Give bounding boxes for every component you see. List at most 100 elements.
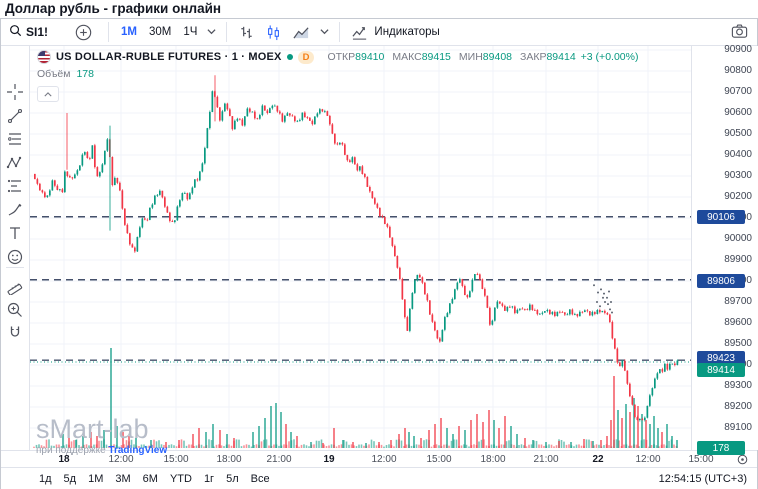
toolbar-separator xyxy=(339,22,341,42)
price-badge-89423: 89423 xyxy=(697,351,745,365)
price-axis-label: 90300 xyxy=(724,170,752,181)
price-axis-label: 89100 xyxy=(724,422,752,433)
chart-legend: US DOLLAR-RUBLE FUTURES · 1 · MOEX D ОТК… xyxy=(37,50,638,102)
range-button-5л[interactable]: 5л xyxy=(226,472,239,485)
market-status-dot-icon xyxy=(286,54,293,60)
time-tick-18: 18 xyxy=(58,454,70,465)
bars-style-icon[interactable] xyxy=(233,22,260,43)
chart-canvas[interactable] xyxy=(30,46,691,450)
magnet-tool[interactable] xyxy=(4,322,26,344)
price-axis-label: 90500 xyxy=(724,128,752,139)
range-button-1г[interactable]: 1г xyxy=(203,472,215,485)
range-button-YTD[interactable]: YTD xyxy=(169,472,192,485)
range-button-1М[interactable]: 1М xyxy=(88,472,104,485)
range-button-1д[interactable]: 1д xyxy=(39,472,52,485)
price-axis-label: 90900 xyxy=(724,44,752,55)
interval-button-1Ч[interactable]: 1Ч xyxy=(183,26,198,38)
ohlc-open: ОТКР89410 xyxy=(327,51,385,63)
range-button-Все[interactable]: Все xyxy=(250,472,270,485)
chart-widget: SI1! 1М 30М 1Ч xyxy=(0,18,758,489)
ohlc-values: ОТКР89410 МАКС89415 МИН89408 ЗАКР89414 xyxy=(327,51,575,63)
time-tick-21:00: 21:00 xyxy=(266,454,292,465)
price-axis-label: 90000 xyxy=(724,233,752,244)
time-tick-15:00: 15:00 xyxy=(163,454,189,465)
price-axis-label: 89500 xyxy=(724,338,752,349)
price-axis[interactable]: 90900 90800 90700 90600 90500 90400 90300 90200… xyxy=(691,44,758,455)
go-to-realtime-icon[interactable] xyxy=(736,453,749,471)
price-badge-178: 178 xyxy=(697,441,745,455)
page-title: Доллар рубль - графики онлайн xyxy=(5,1,222,16)
price-axis-label: 89200 xyxy=(724,401,752,412)
text-tool[interactable] xyxy=(4,222,26,244)
zoom-in-tool[interactable] xyxy=(4,299,26,321)
time-tick-21:00: 21:00 xyxy=(533,454,559,465)
volume-label: Объём xyxy=(37,68,71,80)
range-button-6М[interactable]: 6М xyxy=(142,472,158,485)
time-tick-12:00: 12:00 xyxy=(108,454,134,465)
symbol-label: SI1! xyxy=(26,25,49,39)
price-axis-label: 90200 xyxy=(724,191,752,202)
ohlc-close: ЗАКР89414 xyxy=(520,51,576,63)
crosshair-tool[interactable] xyxy=(4,81,26,103)
date-range-group: 1д 5д 1М 3М 6М YTD 1г 5л Все xyxy=(1,473,270,485)
time-tick-15:00: 15:00 xyxy=(426,454,452,465)
price-badge-89806: 89806 xyxy=(697,274,745,288)
emoji-tool[interactable] xyxy=(4,246,26,268)
price-axis-label: 90400 xyxy=(724,149,752,160)
legend-change: +3 (+0.00%) xyxy=(580,51,639,63)
trend-line-tool[interactable] xyxy=(4,105,26,127)
fib-retracement-tool[interactable] xyxy=(4,128,26,150)
price-axis-label: 90800 xyxy=(724,65,752,76)
price-axis-label: 89700 xyxy=(724,296,752,307)
candles-style-icon[interactable] xyxy=(260,22,287,43)
legend-collapse-button[interactable] xyxy=(37,86,59,102)
time-tick-12:00: 12:00 xyxy=(371,454,397,465)
price-axis-label: 89300 xyxy=(724,380,752,391)
time-tick-18:00: 18:00 xyxy=(480,454,506,465)
interval-button-30М[interactable]: 30М xyxy=(148,26,172,38)
symbol-search-button[interactable]: SI1! xyxy=(1,24,69,40)
legend-symbol-title[interactable]: US DOLLAR-RUBLE FUTURES · 1 · MOEX xyxy=(56,51,282,63)
compare-add-button[interactable] xyxy=(75,24,92,41)
interval-chevron-down-icon[interactable] xyxy=(203,27,220,37)
time-tick-15:00: 15:00 xyxy=(688,454,714,465)
session-clock: 12:54:15 (UTC+3) xyxy=(658,472,747,485)
time-tick-22: 22 xyxy=(592,454,604,465)
toolbar-separator xyxy=(226,22,228,42)
screenshot-camera-button[interactable] xyxy=(730,22,749,45)
us-flag-icon xyxy=(37,50,51,64)
time-tick-19: 19 xyxy=(323,454,335,465)
toolbar-separator xyxy=(108,22,109,42)
search-icon xyxy=(9,24,22,40)
interval-button-1М[interactable]: 1М xyxy=(121,26,137,38)
price-axis-label: 90600 xyxy=(724,107,752,118)
time-axis[interactable]: 18 12:00 15:00 18:00 21:00 19 12:00 15:00 18:00 2… xyxy=(1,450,757,468)
ohlc-low: МИН89408 xyxy=(458,51,512,63)
price-axis-label: 89600 xyxy=(724,317,752,328)
ohlc-high: МАКС89415 xyxy=(392,51,451,63)
xabcd-pattern-tool[interactable] xyxy=(4,152,26,174)
price-axis-label: 90700 xyxy=(724,86,752,97)
chart-toolbar: SI1! 1М 30М 1Ч xyxy=(1,19,757,46)
price-axis-label: 89900 xyxy=(724,254,752,265)
volume-value: 178 xyxy=(76,68,94,80)
time-tick-12:00: 12:00 xyxy=(635,454,661,465)
tools-separator xyxy=(6,267,24,268)
drawing-tools-sidebar xyxy=(1,46,30,450)
brush-tool[interactable] xyxy=(4,199,26,221)
area-style-icon[interactable] xyxy=(287,22,316,43)
indicators-label: Индикаторы xyxy=(374,26,440,38)
ruler-tool[interactable] xyxy=(4,275,26,297)
range-button-3М[interactable]: 3М xyxy=(115,472,131,485)
forecast-tool[interactable] xyxy=(4,175,26,197)
data-delay-badge: D xyxy=(297,50,315,64)
price-badge-89414: 89414 xyxy=(697,363,745,377)
price-badge-90106: 90106 xyxy=(697,210,745,224)
range-button-5д[interactable]: 5д xyxy=(63,472,77,485)
interval-group: 1М 30М 1Ч xyxy=(115,19,203,45)
indicators-button[interactable]: Индикаторы xyxy=(346,22,444,43)
footer-bar: 1д 5д 1М 3М 6М YTD 1г 5л Все 12:54:15 (UTC+3) xyxy=(1,467,757,489)
style-chevron-down-icon[interactable] xyxy=(316,27,333,37)
time-tick-18:00: 18:00 xyxy=(216,454,242,465)
